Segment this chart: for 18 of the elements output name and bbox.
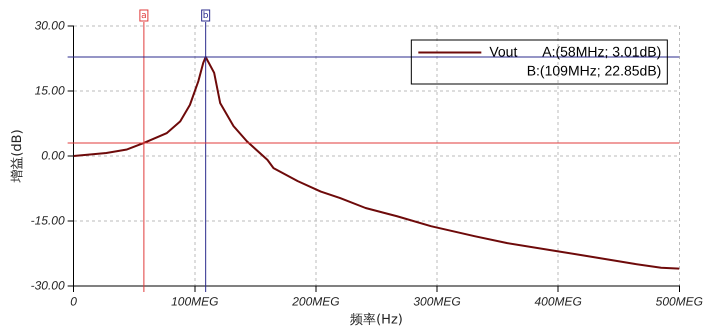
x-tick-label: 0 (70, 294, 78, 309)
ref-line-label: a (141, 10, 147, 21)
y-tick-label: -30.00 (30, 278, 65, 292)
y-tick-label: 15.00 (34, 83, 65, 98)
annotation: A:(58MHz; 3.01dB) (542, 43, 662, 60)
ref-line-label: b (202, 10, 209, 21)
x-tick-label: 300MEG (413, 294, 461, 309)
legend-label: Vout (489, 43, 518, 60)
x-tick-label: 500MEG (656, 294, 703, 309)
y-tick-label: -15.00 (30, 213, 65, 228)
y-axis-title: 增益(dB) (10, 129, 26, 184)
x-tick-label: 400MEG (534, 294, 582, 309)
x-tick-label: 100MEG (171, 294, 218, 309)
annotation: B:(109MHz; 22.85dB) (526, 62, 662, 78)
y-tick-label: 30.00 (34, 18, 65, 32)
y-tick-label: 0.00 (41, 148, 65, 162)
x-axis-title: 频率(Hz) (350, 312, 403, 328)
x-tick-label: 200MEG (291, 294, 340, 309)
